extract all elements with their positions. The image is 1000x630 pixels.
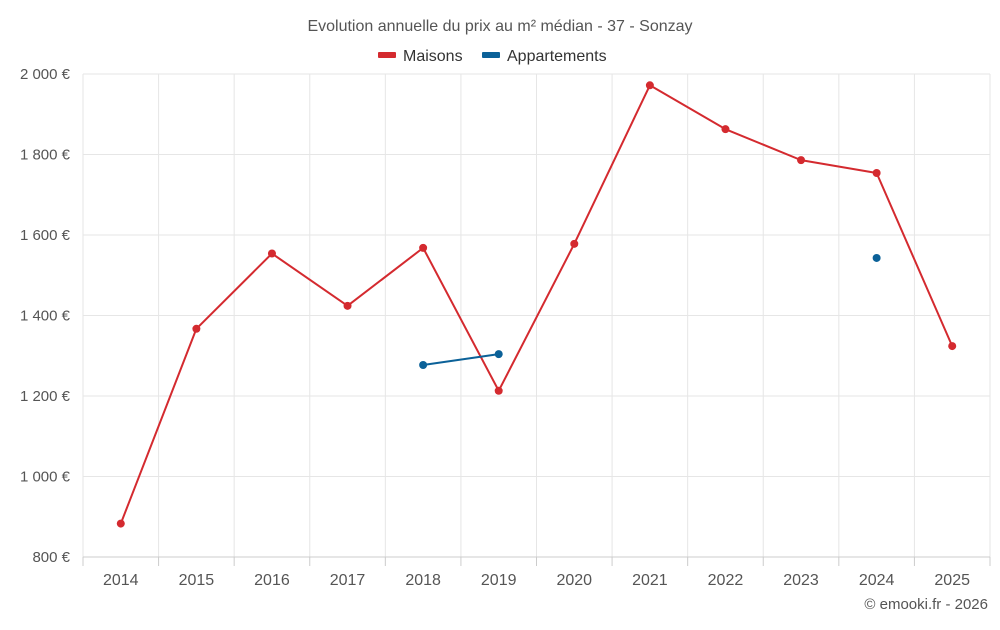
data-point-maisons-2017[interactable] — [343, 301, 352, 310]
data-point-maisons-2018[interactable] — [419, 243, 428, 252]
data-point-maisons-2016[interactable] — [267, 249, 276, 258]
data-point-maisons-2024[interactable] — [872, 169, 881, 178]
series-line-maisons — [119, 84, 954, 525]
x-tick-label: 2015 — [179, 572, 215, 589]
series-layer — [116, 81, 957, 528]
data-point-appartements-2018[interactable] — [419, 361, 428, 370]
y-tick-label: 800 € — [32, 549, 70, 566]
series-line-appartements — [422, 353, 500, 367]
y-tick-label: 1 200 € — [20, 388, 71, 405]
legend-label-appartements: Appartements — [507, 48, 607, 65]
series-maisons — [116, 81, 957, 528]
data-point-maisons-2015[interactable] — [192, 324, 201, 333]
data-point-maisons-2023[interactable] — [797, 156, 806, 165]
x-tick-label: 2016 — [254, 572, 290, 589]
data-point-appartements-2024[interactable] — [872, 253, 881, 262]
y-tick-label: 2 000 € — [20, 66, 71, 83]
x-tick-label: 2014 — [103, 572, 139, 589]
legend-swatch-appartements — [482, 52, 500, 58]
y-tick-label: 1 400 € — [20, 308, 71, 325]
x-tick-label: 2025 — [934, 572, 970, 589]
x-tick-label: 2020 — [556, 572, 592, 589]
legend-swatch-maisons — [378, 52, 396, 58]
x-tick-label: 2021 — [632, 572, 668, 589]
x-tick-label: 2019 — [481, 572, 517, 589]
x-tick-label: 2018 — [405, 572, 441, 589]
legend-label-maisons: Maisons — [403, 48, 463, 65]
data-point-maisons-2022[interactable] — [721, 125, 730, 134]
data-point-maisons-2014[interactable] — [116, 519, 125, 528]
legend: Maisons Appartements — [378, 48, 607, 65]
y-tick-label: 1 000 € — [20, 469, 71, 486]
series-appartements — [419, 253, 881, 370]
grid-layer — [82, 73, 991, 557]
legend-item-maisons[interactable]: Maisons — [378, 48, 463, 65]
legend-item-appartements[interactable]: Appartements — [482, 48, 607, 65]
chart-title: Evolution annuelle du prix au m² médian … — [307, 18, 692, 35]
data-point-maisons-2019[interactable] — [494, 386, 503, 395]
y-tick-label: 1 600 € — [20, 227, 71, 244]
x-tick-label: 2022 — [708, 572, 744, 589]
axis-layer: 800 € 1 000 € 1 200 € 1 400 € 1 600 € 1 800 €… — [20, 66, 991, 589]
credit-text: © emooki.fr - 2026 — [864, 596, 988, 613]
x-tick-label: 2017 — [330, 572, 366, 589]
x-tick-label: 2024 — [859, 572, 895, 589]
data-point-maisons-2020[interactable] — [570, 239, 579, 248]
data-point-appartements-2019[interactable] — [494, 350, 503, 359]
data-point-maisons-2025[interactable] — [948, 342, 957, 351]
x-tick-label: 2023 — [783, 572, 819, 589]
data-point-maisons-2021[interactable] — [645, 81, 654, 90]
y-tick-label: 1 800 € — [20, 147, 71, 164]
